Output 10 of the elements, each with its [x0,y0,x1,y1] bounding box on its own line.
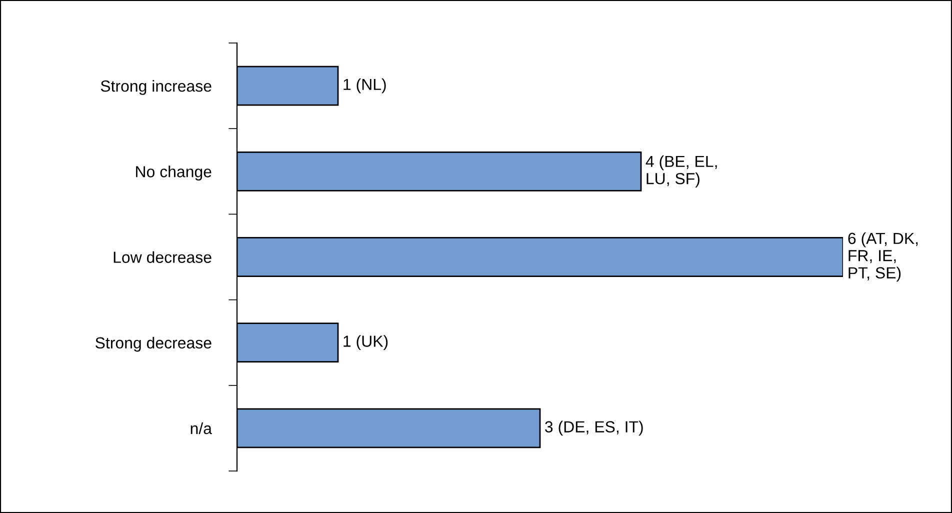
y-tick-label: n/a [190,422,212,434]
y-tick-label: No change [136,166,212,180]
y-tick-label: Strong increase [100,80,212,95]
data-label: 6 (AT, DK, FR, IE, PT, SE) [848,232,918,282]
data-label: 4 (BE, EL, LU, SF) [646,155,717,188]
data-label: 1 (NL) [344,78,386,94]
y-tick-label: Strong decrease [96,336,212,352]
y-tick-label: Low decrease [114,251,212,263]
data-label: 3 (DE, ES, IT) [545,420,643,436]
data-label: 1 (UK) [344,335,388,350]
